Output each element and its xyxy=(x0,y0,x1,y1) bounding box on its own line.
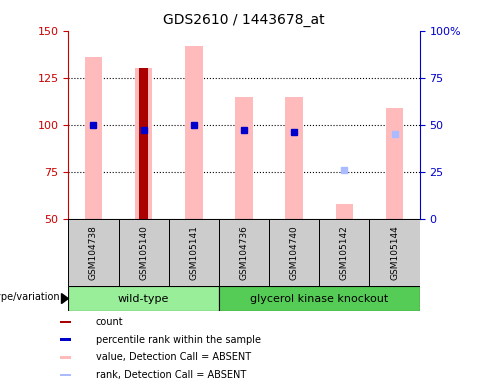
Text: GSM104736: GSM104736 xyxy=(240,225,248,280)
Text: GSM105140: GSM105140 xyxy=(139,225,148,280)
Bar xyxy=(269,219,319,286)
Bar xyxy=(60,321,71,323)
Text: rank, Detection Call = ABSENT: rank, Detection Call = ABSENT xyxy=(96,370,246,380)
Bar xyxy=(336,204,353,219)
Polygon shape xyxy=(61,293,68,303)
Text: value, Detection Call = ABSENT: value, Detection Call = ABSENT xyxy=(96,353,251,362)
Text: glycerol kinase knockout: glycerol kinase knockout xyxy=(250,293,388,304)
Bar xyxy=(219,219,269,286)
Text: genotype/variation: genotype/variation xyxy=(0,292,60,302)
Bar xyxy=(386,108,404,219)
Text: count: count xyxy=(96,317,123,327)
Text: wild-type: wild-type xyxy=(118,293,169,304)
Bar xyxy=(185,46,203,219)
Bar xyxy=(169,219,219,286)
Bar xyxy=(60,374,71,376)
Bar xyxy=(84,57,102,219)
Text: GSM105144: GSM105144 xyxy=(390,225,399,280)
Text: GSM104738: GSM104738 xyxy=(89,225,98,280)
Bar xyxy=(60,338,71,341)
Bar xyxy=(60,356,71,359)
Bar xyxy=(369,219,420,286)
Bar xyxy=(119,219,169,286)
Text: GSM105142: GSM105142 xyxy=(340,225,349,280)
Text: GSM105141: GSM105141 xyxy=(189,225,198,280)
Title: GDS2610 / 1443678_at: GDS2610 / 1443678_at xyxy=(163,13,325,27)
Text: percentile rank within the sample: percentile rank within the sample xyxy=(96,334,261,344)
Bar xyxy=(285,97,303,219)
Bar xyxy=(139,68,148,219)
Text: GSM104740: GSM104740 xyxy=(290,225,299,280)
Bar xyxy=(219,286,420,311)
Bar xyxy=(68,219,119,286)
Bar xyxy=(235,97,253,219)
Bar xyxy=(135,68,152,219)
Bar xyxy=(68,286,219,311)
Bar xyxy=(319,219,369,286)
